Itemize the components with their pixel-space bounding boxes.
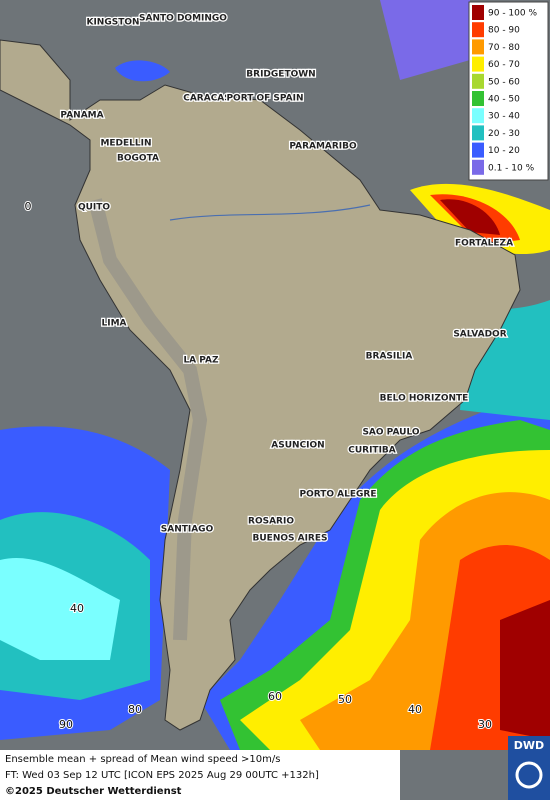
amazon-river — [169, 204, 371, 221]
city-label: SANTIAGO — [161, 525, 214, 535]
legend-label: 80 - 90 — [488, 26, 520, 36]
city-label: KINGSTON — [86, 18, 139, 28]
legend-label: 0.1 - 10 % — [488, 163, 535, 173]
footer-line: FT: Wed 03 Sep 12 UTC [ICON EPS 2025 Aug… — [5, 770, 319, 781]
legend-swatch — [472, 125, 484, 141]
city-label: QUITO — [78, 203, 110, 213]
legend-swatch — [472, 5, 484, 20]
grid-label: 40 — [408, 703, 422, 716]
grid-label: 0 — [25, 200, 32, 213]
legend-label: 90 - 100 % — [488, 9, 537, 19]
city-label: BUENOS AIRES — [253, 534, 328, 544]
legend-label: 50 - 60 — [488, 77, 520, 87]
footer-line: Ensemble mean + spread of Mean wind spee… — [5, 754, 280, 765]
legend-swatch — [472, 22, 484, 38]
city-label: LA PAZ — [183, 356, 219, 366]
city-label: BOGOTA — [117, 154, 159, 164]
legend-swatch — [472, 91, 484, 106]
city-label: SAO PAULO — [362, 428, 419, 438]
legend-swatch — [472, 142, 484, 158]
grid-label: 30 — [478, 718, 492, 731]
legend-label: 20 - 30 — [488, 129, 520, 139]
city-label: SANTO DOMINGO — [139, 14, 227, 24]
city-label: PARAMARIBO — [289, 142, 357, 152]
grid-label: 90 — [59, 718, 73, 731]
legend-label: 70 - 80 — [488, 43, 520, 53]
grid-label: 60 — [268, 690, 282, 703]
city-label: MEDELLIN — [100, 139, 151, 149]
legend-label: 30 - 40 — [488, 112, 520, 122]
city-label: LIMA — [101, 319, 126, 329]
grid-label: 50 — [338, 693, 352, 706]
city-label: PORT OF SPAIN — [226, 94, 303, 104]
labels: KINGSTON SANTO DOMINGOBRIDGETOWNCARACASPO… — [24, 12, 515, 732]
legend-swatch — [472, 39, 484, 55]
city-label: FORTALEZA — [455, 239, 513, 249]
legend-swatch — [472, 159, 484, 175]
city-label: CARACAS — [183, 94, 231, 104]
legend-swatch — [472, 56, 484, 72]
logo: DWD — [514, 739, 544, 752]
legend-swatch — [472, 108, 484, 124]
legend-label: 40 - 50 — [488, 95, 520, 105]
city-label: ROSARIO — [248, 517, 294, 527]
grid-label: 80 — [128, 703, 142, 716]
wind-field — [0, 0, 550, 750]
legend-swatch — [472, 73, 484, 89]
city-label: PANAMA — [60, 111, 103, 121]
andes-relief — [88, 198, 208, 641]
grid-label: 40 — [70, 602, 84, 615]
city-label: SALVADOR — [453, 330, 506, 340]
city-label: CURITIBA — [348, 446, 396, 456]
city-label: BRASILIA — [366, 352, 413, 362]
land — [0, 39, 521, 731]
logo-swirl — [515, 761, 543, 789]
city-label: BRIDGETOWN — [246, 70, 315, 80]
legend-label: 60 - 70 — [488, 60, 520, 70]
legend: 90 - 100 % 80 - 90 70 - 80 60 - 70 50 - 60 40… — [468, 1, 549, 181]
city-label: PORTO ALEGRE — [299, 490, 376, 500]
footer-line: ©2025 Deutscher Wetterdienst — [5, 786, 182, 797]
city-label: ASUNCION — [271, 441, 324, 451]
city-label: BELO HORIZONTE — [380, 394, 469, 404]
footer-box — [0, 750, 400, 800]
legend-label: 10 - 20 — [488, 146, 520, 156]
logo-box — [508, 736, 550, 800]
